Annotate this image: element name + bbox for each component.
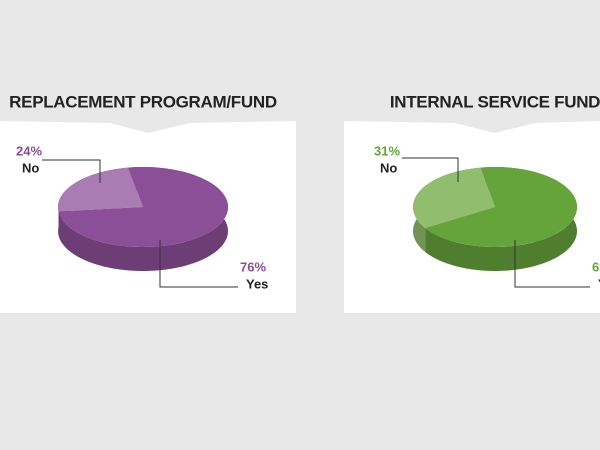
value-label: 31% [374, 143, 400, 158]
value-label: 69% [592, 259, 600, 274]
leader-line [514, 240, 590, 288]
chart-title: INTERNAL SERVICE FUND [390, 92, 600, 111]
category-label: Yes [246, 276, 268, 291]
leader-line [42, 159, 101, 183]
pie-chart: REPLACEMENT PROGRAM/FUND 24% No 76% Yes [9, 92, 277, 291]
value-label: 24% [16, 143, 42, 158]
category-label: Yes [598, 276, 600, 291]
pie-slice [58, 167, 229, 248]
value-label: 76% [240, 259, 266, 274]
category-label: No [380, 160, 397, 175]
pie-slice [58, 167, 143, 212]
pie-chart: INTERNAL SERVICE FUND 31% No 69% Yes [374, 92, 600, 291]
pie-slice [425, 167, 577, 248]
leader-line [159, 240, 238, 288]
chart-title: REPLACEMENT PROGRAM/FUND [9, 92, 277, 111]
category-label: No [22, 160, 39, 175]
pie-slice [413, 167, 495, 228]
leader-line [402, 157, 459, 182]
